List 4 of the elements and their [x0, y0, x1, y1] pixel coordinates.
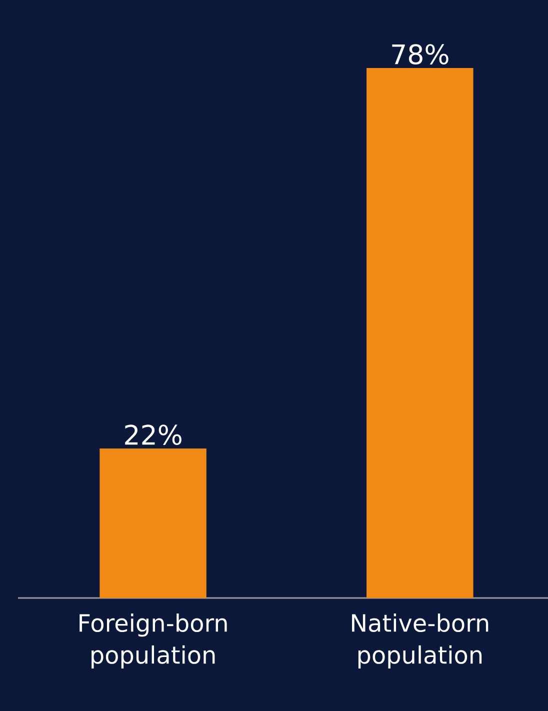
data-label: 22%	[125, 424, 182, 445]
x-tick-label: Foreign-born population	[80, 614, 227, 669]
data-label: 78%	[392, 44, 448, 64]
x-tick-label: Native-born population	[352, 614, 488, 669]
